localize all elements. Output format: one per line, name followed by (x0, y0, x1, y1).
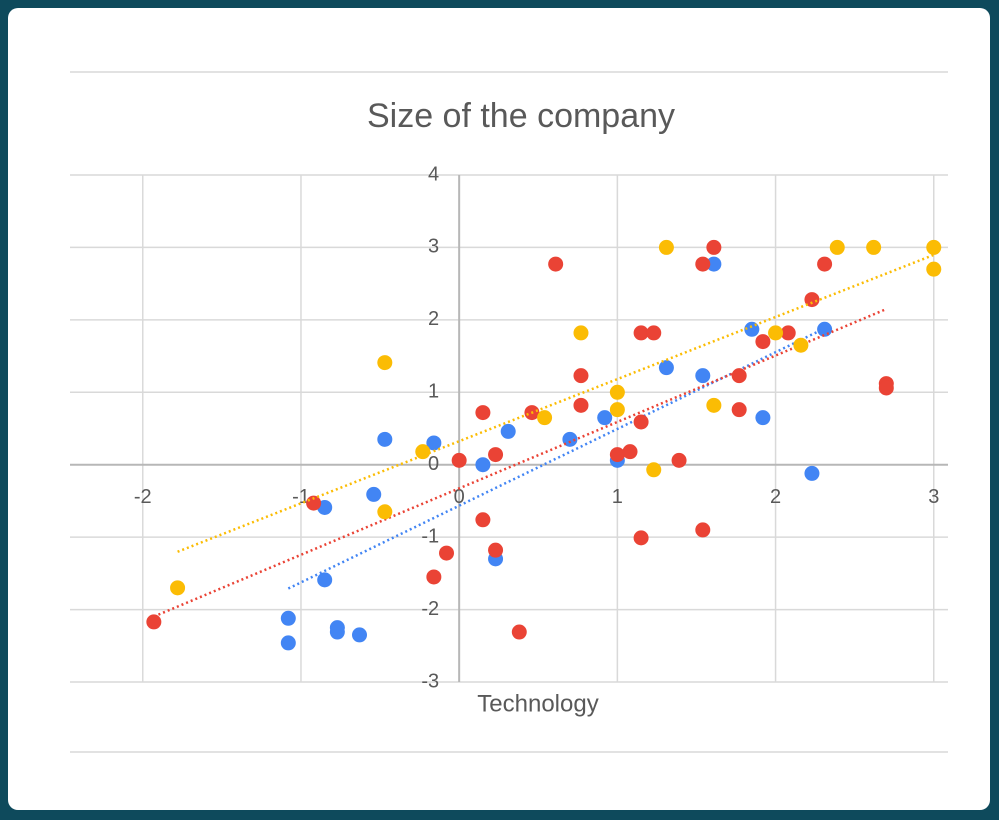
point (804, 292, 820, 308)
point (488, 542, 504, 558)
y-tick-label: 3 (428, 236, 439, 258)
point (671, 452, 687, 468)
x-tick-label: 0 (454, 486, 465, 508)
x-tick-label: -2 (134, 486, 152, 508)
point (170, 580, 186, 596)
point (658, 239, 674, 255)
point (475, 457, 491, 473)
card (8, 8, 990, 810)
point (780, 325, 796, 341)
x-tick-label: 3 (928, 486, 939, 508)
point (329, 624, 345, 640)
point (352, 627, 368, 643)
point (706, 397, 722, 413)
point (804, 465, 820, 481)
point (537, 410, 553, 426)
point (426, 435, 442, 451)
point (280, 635, 296, 651)
point (633, 325, 649, 341)
point (695, 256, 711, 272)
y-tick-label: 1 (428, 381, 439, 403)
x-tick-label: 1 (612, 486, 623, 508)
point (731, 402, 747, 418)
x-axis-label: Technology (477, 690, 598, 717)
point (573, 368, 589, 384)
x-tick-label: -1 (292, 486, 310, 508)
point (377, 504, 393, 520)
point (926, 239, 942, 255)
point (415, 444, 431, 460)
y-tick-label: -1 (421, 525, 439, 547)
point (658, 360, 674, 376)
point (280, 610, 296, 626)
point (731, 368, 747, 384)
point (706, 239, 722, 255)
point (633, 414, 649, 430)
series (280, 256, 833, 651)
point (695, 522, 711, 538)
point (146, 614, 162, 630)
point (817, 256, 833, 272)
point (562, 431, 578, 447)
point (306, 495, 322, 511)
point (573, 397, 589, 413)
point (609, 447, 625, 463)
point (597, 410, 613, 426)
point (475, 405, 491, 421)
point (926, 261, 942, 277)
point (878, 380, 894, 396)
point (866, 239, 882, 255)
point (755, 334, 771, 350)
point (755, 410, 771, 426)
point (573, 325, 589, 341)
y-tick-label: 0 (428, 453, 439, 475)
trendline (153, 307, 887, 618)
point (548, 256, 564, 272)
x-tick-label: 2 (770, 486, 781, 508)
point (695, 368, 711, 384)
point (377, 355, 393, 371)
point (439, 545, 455, 561)
point (488, 447, 504, 463)
point (793, 337, 809, 353)
y-tick-label: -3 (421, 670, 439, 692)
point (475, 512, 491, 528)
point (706, 256, 722, 272)
point (500, 423, 516, 439)
y-tick-label: 4 (428, 163, 439, 185)
point (426, 569, 442, 585)
point (609, 402, 625, 418)
chart-title: Size of the company (367, 97, 675, 135)
y-tick-label: 2 (428, 308, 439, 330)
point (646, 325, 662, 341)
trendline (177, 253, 935, 553)
point (633, 530, 649, 546)
point (366, 486, 382, 502)
series (170, 239, 942, 596)
point (377, 431, 393, 447)
point (646, 462, 662, 478)
point (768, 325, 784, 341)
point (829, 239, 845, 255)
series (146, 239, 894, 640)
point (451, 452, 467, 468)
y-tick-label: -2 (421, 598, 439, 620)
point (511, 624, 527, 640)
point (622, 444, 638, 460)
point (317, 572, 333, 588)
point (609, 384, 625, 400)
